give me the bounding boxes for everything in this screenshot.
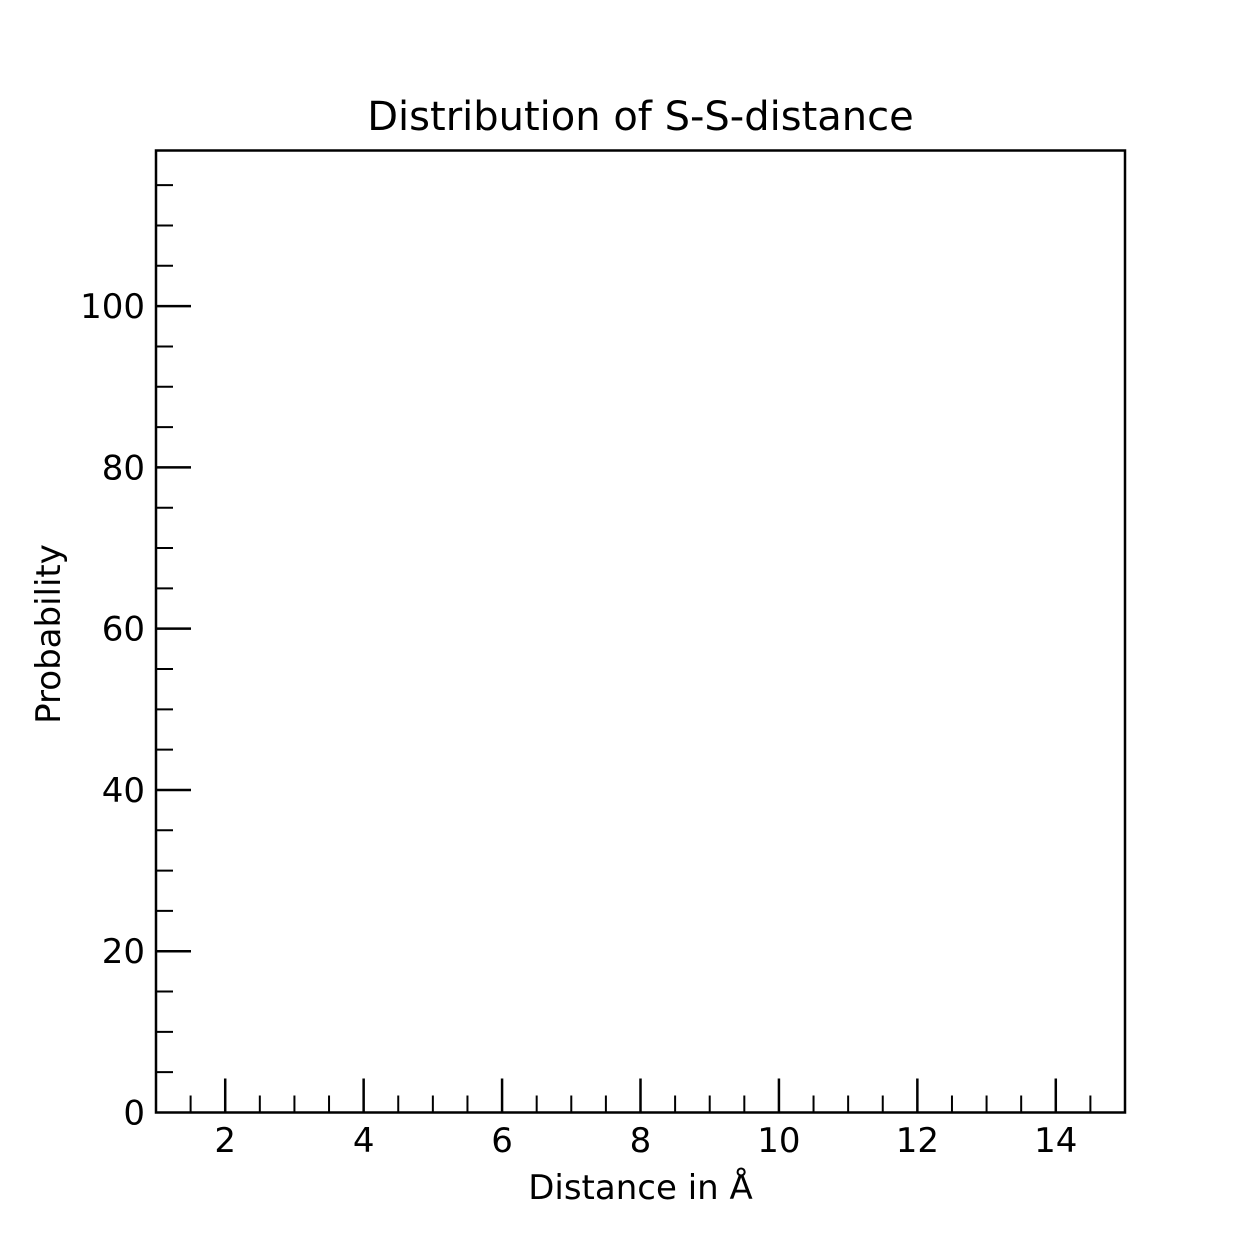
chart-title: Distribution of S-S-distance [367,94,913,140]
y-tick-label: 80 [102,448,145,488]
x-tick-label: 12 [896,1121,939,1161]
ticks-layer [156,184,1092,1113]
y-tick-label: 0 [123,1094,145,1134]
x-tick-label: 4 [353,1121,375,1161]
x-tick-label: 2 [214,1121,236,1161]
y-tick-label: 60 [102,610,145,650]
x-axis-label: Distance in Å [528,1167,753,1208]
x-tick-label: 8 [630,1121,652,1161]
y-tick-label: 20 [102,932,145,972]
y-tick-label: 100 [80,287,145,327]
x-tick-label: 14 [1034,1121,1077,1161]
x-tick-label: 6 [491,1121,513,1161]
tick-labels-layer: 2 4 6 8 10 12 14 0 20 40 60 80 100 [80,287,1077,1161]
y-axis-label: Probability [29,544,69,724]
y-tick-label: 40 [102,771,145,811]
x-tick-label: 10 [757,1121,800,1161]
plot-frame [154,149,1127,1114]
